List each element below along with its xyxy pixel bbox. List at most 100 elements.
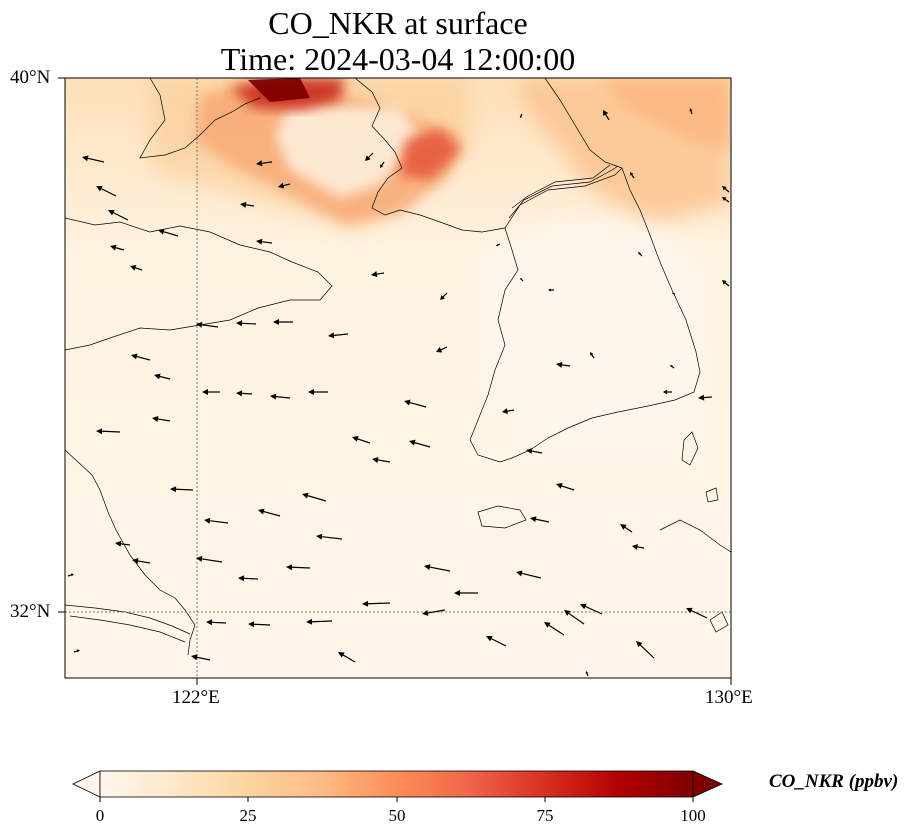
lat-label-32n: 32°N — [10, 601, 51, 622]
wind-arrow-shaft — [98, 187, 117, 197]
wind-arrow-head — [306, 618, 313, 625]
wind-arrow-head — [620, 524, 627, 530]
wind-arrow-head — [636, 641, 643, 648]
wind-arrow-head — [202, 389, 208, 395]
wind-arrow-head — [338, 652, 345, 658]
colorbar-bar — [99, 770, 694, 798]
wind-arrow-head — [632, 543, 638, 550]
colorbar-tick-25: 25 — [239, 806, 257, 825]
concentration-field — [65, 78, 731, 678]
wind-arrow-head — [544, 622, 551, 628]
wind-arrow-shaft — [261, 510, 281, 517]
wind-arrow-head — [158, 228, 165, 235]
colorbar-extend-max — [692, 770, 723, 798]
wind-arrow-head — [130, 264, 137, 271]
colorbar-tick-0: 0 — [95, 806, 105, 825]
wind-arrow-head — [486, 636, 493, 642]
wind-arrow-head — [548, 288, 551, 292]
wind-arrow-shaft — [546, 623, 565, 636]
axis-ticks — [58, 77, 732, 685]
wind-arrow-head — [256, 160, 263, 167]
wind-arrow-head — [590, 352, 594, 356]
wind-arrow-head — [454, 590, 460, 596]
wind-arrow-head — [663, 389, 668, 395]
wind-arrow-head — [270, 393, 277, 400]
wind-arrow-head — [404, 399, 411, 406]
wind-arrow-head — [422, 610, 429, 616]
colorbar-tick-75: 75 — [536, 806, 554, 825]
wind-arrow-shaft — [319, 535, 343, 540]
wind-arrow-head — [316, 533, 323, 540]
map-subtitle: Time: 2024-03-04 12:00:00 — [220, 41, 576, 77]
wind-arrow-head — [630, 172, 634, 176]
wind-arrow-head — [502, 408, 508, 415]
wind-arrow-head — [278, 182, 285, 189]
wind-vectors — [67, 108, 730, 677]
wind-arrow-shaft — [251, 623, 271, 626]
wind-arrow-head — [365, 155, 371, 161]
wind-arrow-shaft — [134, 355, 151, 361]
colorbar-extend-min — [72, 770, 101, 798]
wind-arrow-shaft — [273, 395, 291, 399]
wind-arrow-head — [238, 575, 245, 582]
wind-arrow-shaft — [241, 577, 259, 580]
colorbar-tick-50: 50 — [388, 806, 406, 825]
wind-arrow-shaft — [135, 560, 151, 564]
wind-arrow-shaft — [519, 572, 542, 579]
wind-arrow-head — [131, 353, 138, 360]
wind-arrow-shaft — [566, 611, 585, 625]
wind-arrow-head — [362, 600, 369, 607]
wind-arrow-head — [240, 201, 247, 208]
wind-arrow-head — [372, 457, 379, 463]
coastlines — [65, 78, 731, 656]
wind-arrow-head — [672, 292, 674, 295]
wind-arrow-head — [371, 271, 378, 278]
lon-label-130e: 130°E — [705, 687, 753, 708]
gridlines — [65, 78, 731, 678]
wind-arrow-head — [440, 295, 445, 300]
wind-arrow-head — [96, 428, 103, 435]
wind-arrow-head — [638, 252, 641, 255]
colorbar-label: CO_NKR (ppbv) — [769, 771, 899, 792]
wind-arrow-head — [273, 319, 279, 325]
wind-arrow-head — [258, 508, 265, 515]
wind-arrow-shaft — [533, 518, 550, 523]
wind-arrow-head — [352, 436, 359, 442]
wind-arrow-head — [530, 516, 537, 523]
colorbar — [72, 770, 723, 802]
wind-arrow-head — [108, 210, 115, 216]
wind-arrow-head — [236, 390, 243, 397]
wind-arrow-head — [520, 278, 523, 281]
wind-arrow-shaft — [305, 494, 327, 502]
wind-arrow-shaft — [161, 230, 179, 237]
wind-arrow-head — [152, 416, 159, 422]
wind-arrow-head — [96, 186, 103, 192]
wind-arrow-head — [556, 483, 563, 489]
wind-arrow-shaft — [209, 621, 227, 624]
wind-arrow-shaft — [559, 484, 575, 491]
wind-arrow-head — [585, 671, 589, 674]
wind-arrow-shaft — [239, 322, 257, 325]
wind-arrow-shaft — [688, 609, 708, 619]
wind-arrow-shaft — [155, 417, 171, 422]
wind-arrow-head — [236, 320, 243, 327]
wind-arrow-shaft — [412, 441, 431, 448]
wind-arrow-head — [686, 607, 693, 614]
wind-arrow-head — [76, 649, 80, 653]
wind-arrow-head — [496, 244, 499, 247]
wind-arrow-head — [722, 197, 727, 201]
wind-arrow-shaft — [425, 609, 446, 614]
wind-arrow-head — [110, 244, 117, 251]
wind-arrow-head — [204, 517, 211, 524]
wind-arrow-head — [170, 486, 177, 493]
colorbar-tick-100: 100 — [680, 806, 706, 825]
wind-arrow-head — [132, 558, 139, 564]
wind-arrow-head — [248, 621, 255, 628]
wind-arrow-head — [308, 389, 314, 395]
wind-arrow-head — [722, 186, 727, 191]
wind-arrow-shaft — [99, 430, 121, 433]
lon-label-122e: 122°E — [172, 687, 220, 708]
wind-arrow-head — [698, 394, 705, 401]
wind-arrow-shaft — [340, 653, 356, 663]
